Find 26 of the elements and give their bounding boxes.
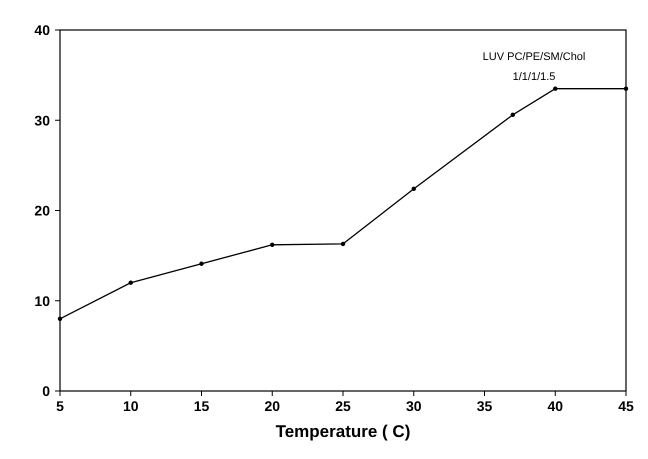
point xyxy=(270,242,274,247)
y-tick-label: 0 xyxy=(42,383,50,399)
x-tick-label: 15 xyxy=(194,398,210,414)
x-tick-label: 30 xyxy=(406,398,422,414)
x-tick-label: 20 xyxy=(264,398,280,414)
annotation: LUV PC/PE/SM/Chol xyxy=(482,51,586,63)
x-axis-title: Temperature ( C) xyxy=(276,422,410,441)
point xyxy=(412,186,416,192)
point xyxy=(553,86,558,91)
x-tick-label: 35 xyxy=(476,398,492,414)
y-tick-label: 30 xyxy=(34,112,50,128)
point xyxy=(624,86,628,91)
y-tick-label: 20 xyxy=(34,202,50,218)
x-tick-label: 25 xyxy=(335,398,351,414)
x-tick-label: 40 xyxy=(547,398,564,414)
point xyxy=(340,242,346,246)
x-tick-label: 45 xyxy=(618,398,634,414)
x-tick-label: 5 xyxy=(56,398,64,414)
x-tick-label: 10 xyxy=(122,398,139,414)
y-tick-label: 10 xyxy=(34,292,50,309)
point xyxy=(199,262,204,266)
point xyxy=(58,316,62,321)
y-tick-label: 40 xyxy=(34,22,50,38)
point xyxy=(128,280,133,285)
annotation: 1/1/1/1.5 xyxy=(512,71,556,83)
point xyxy=(510,112,515,118)
